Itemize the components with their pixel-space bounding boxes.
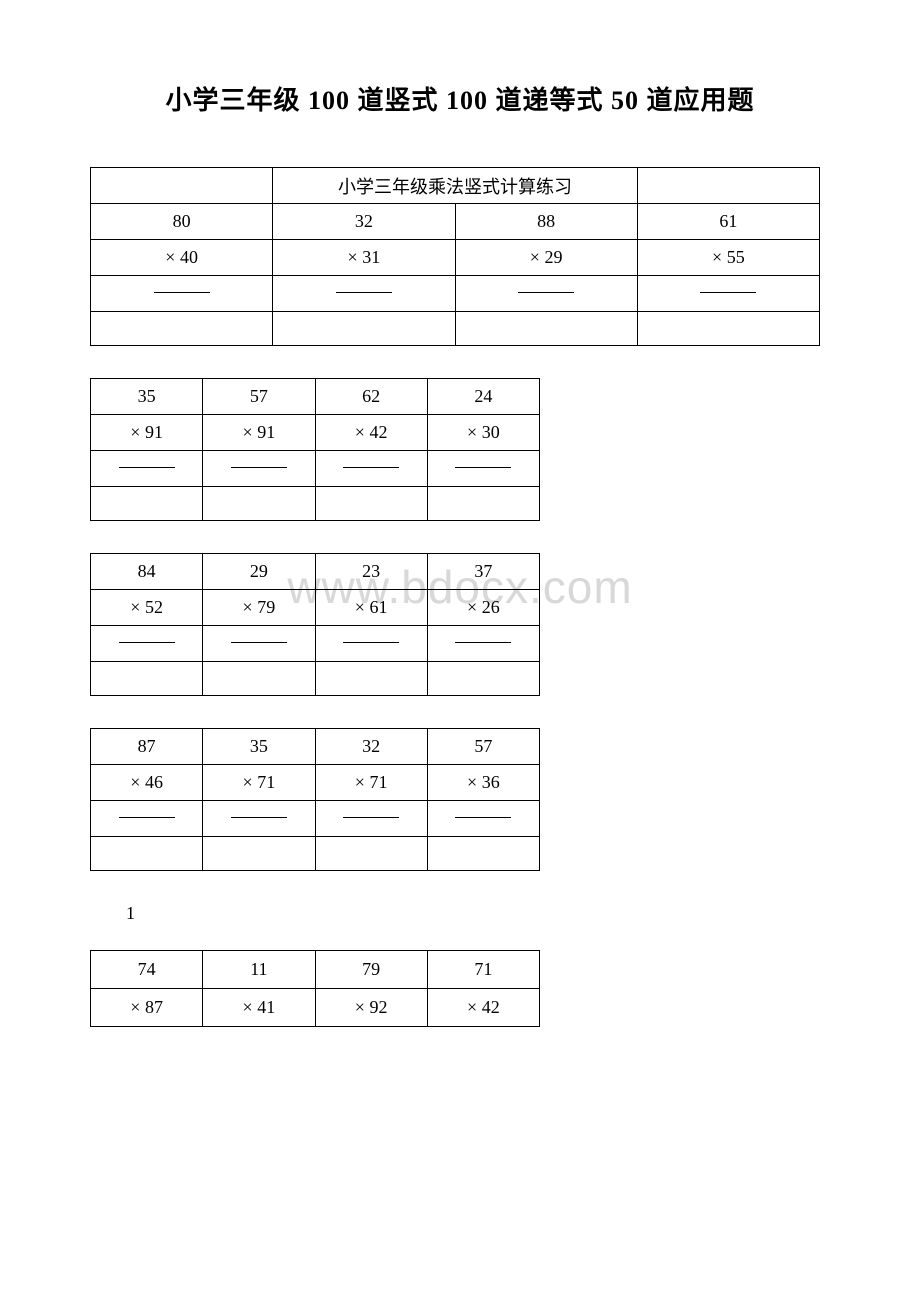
answer-line (427, 626, 539, 662)
math-table-5: 74 11 79 71 × 87 × 41 × 92 × 42 (90, 950, 540, 1027)
math-table-3: 84 29 23 37 × 52 × 79 × 61 × 26 (90, 553, 540, 696)
empty-cell (91, 662, 203, 696)
multiplier: × 55 (637, 240, 819, 276)
multiplicand: 32 (273, 204, 455, 240)
multiplicand: 74 (91, 951, 203, 989)
empty-cell (315, 487, 427, 521)
multiplier: × 42 (315, 415, 427, 451)
multiplicand: 62 (315, 379, 427, 415)
empty-cell (637, 168, 819, 204)
math-table-4: 87 35 32 57 × 46 × 71 × 71 × 36 (90, 728, 540, 871)
multiplicand: 57 (427, 729, 539, 765)
multiplier: × 40 (91, 240, 273, 276)
empty-cell (91, 312, 273, 346)
answer-line (91, 801, 203, 837)
empty-cell (315, 837, 427, 871)
multiplier: × 42 (427, 989, 539, 1027)
multiplier: × 71 (315, 765, 427, 801)
multiplicand: 61 (637, 204, 819, 240)
answer-line (637, 276, 819, 312)
multiplier: × 61 (315, 590, 427, 626)
empty-cell (427, 487, 539, 521)
math-table-1: 小学三年级乘法竖式计算练习 80 32 88 61 × 40 × 31 × 29… (90, 167, 820, 346)
multiplier: × 31 (273, 240, 455, 276)
empty-cell (427, 662, 539, 696)
multiplier: × 79 (203, 590, 315, 626)
answer-line (203, 451, 315, 487)
empty-cell (203, 662, 315, 696)
multiplicand: 87 (91, 729, 203, 765)
multiplier: × 87 (91, 989, 203, 1027)
multiplicand: 37 (427, 554, 539, 590)
empty-cell (91, 168, 273, 204)
answer-line (427, 801, 539, 837)
multiplicand: 23 (315, 554, 427, 590)
multiplier: × 26 (427, 590, 539, 626)
multiplicand: 79 (315, 951, 427, 989)
multiplier: × 29 (455, 240, 637, 276)
answer-line (315, 451, 427, 487)
multiplicand: 80 (91, 204, 273, 240)
empty-cell (637, 312, 819, 346)
answer-line (315, 801, 427, 837)
empty-cell (91, 487, 203, 521)
multiplicand: 71 (427, 951, 539, 989)
answer-line (203, 801, 315, 837)
multiplicand: 88 (455, 204, 637, 240)
answer-line (91, 276, 273, 312)
answer-line (315, 626, 427, 662)
answer-line (427, 451, 539, 487)
answer-line (273, 276, 455, 312)
multiplier: × 92 (315, 989, 427, 1027)
empty-cell (427, 837, 539, 871)
answer-line (91, 626, 203, 662)
empty-cell (203, 837, 315, 871)
table-subtitle: 小学三年级乘法竖式计算练习 (273, 168, 638, 204)
empty-cell (91, 837, 203, 871)
empty-cell (203, 487, 315, 521)
multiplicand: 29 (203, 554, 315, 590)
multiplicand: 35 (91, 379, 203, 415)
empty-cell (455, 312, 637, 346)
multiplier: × 41 (203, 989, 315, 1027)
page-title: 小学三年级 100 道竖式 100 道递等式 50 道应用题 (90, 80, 830, 117)
multiplicand: 11 (203, 951, 315, 989)
answer-line (91, 451, 203, 487)
multiplier: × 91 (91, 415, 203, 451)
multiplier: × 46 (91, 765, 203, 801)
page-number: 1 (126, 903, 830, 924)
empty-cell (315, 662, 427, 696)
answer-line (203, 626, 315, 662)
answer-line (455, 276, 637, 312)
multiplicand: 35 (203, 729, 315, 765)
multiplicand: 57 (203, 379, 315, 415)
multiplicand: 32 (315, 729, 427, 765)
multiplier: × 36 (427, 765, 539, 801)
multiplier: × 30 (427, 415, 539, 451)
math-table-2: 35 57 62 24 × 91 × 91 × 42 × 30 (90, 378, 540, 521)
multiplier: × 52 (91, 590, 203, 626)
multiplier: × 91 (203, 415, 315, 451)
empty-cell (273, 312, 455, 346)
multiplicand: 84 (91, 554, 203, 590)
multiplier: × 71 (203, 765, 315, 801)
multiplicand: 24 (427, 379, 539, 415)
